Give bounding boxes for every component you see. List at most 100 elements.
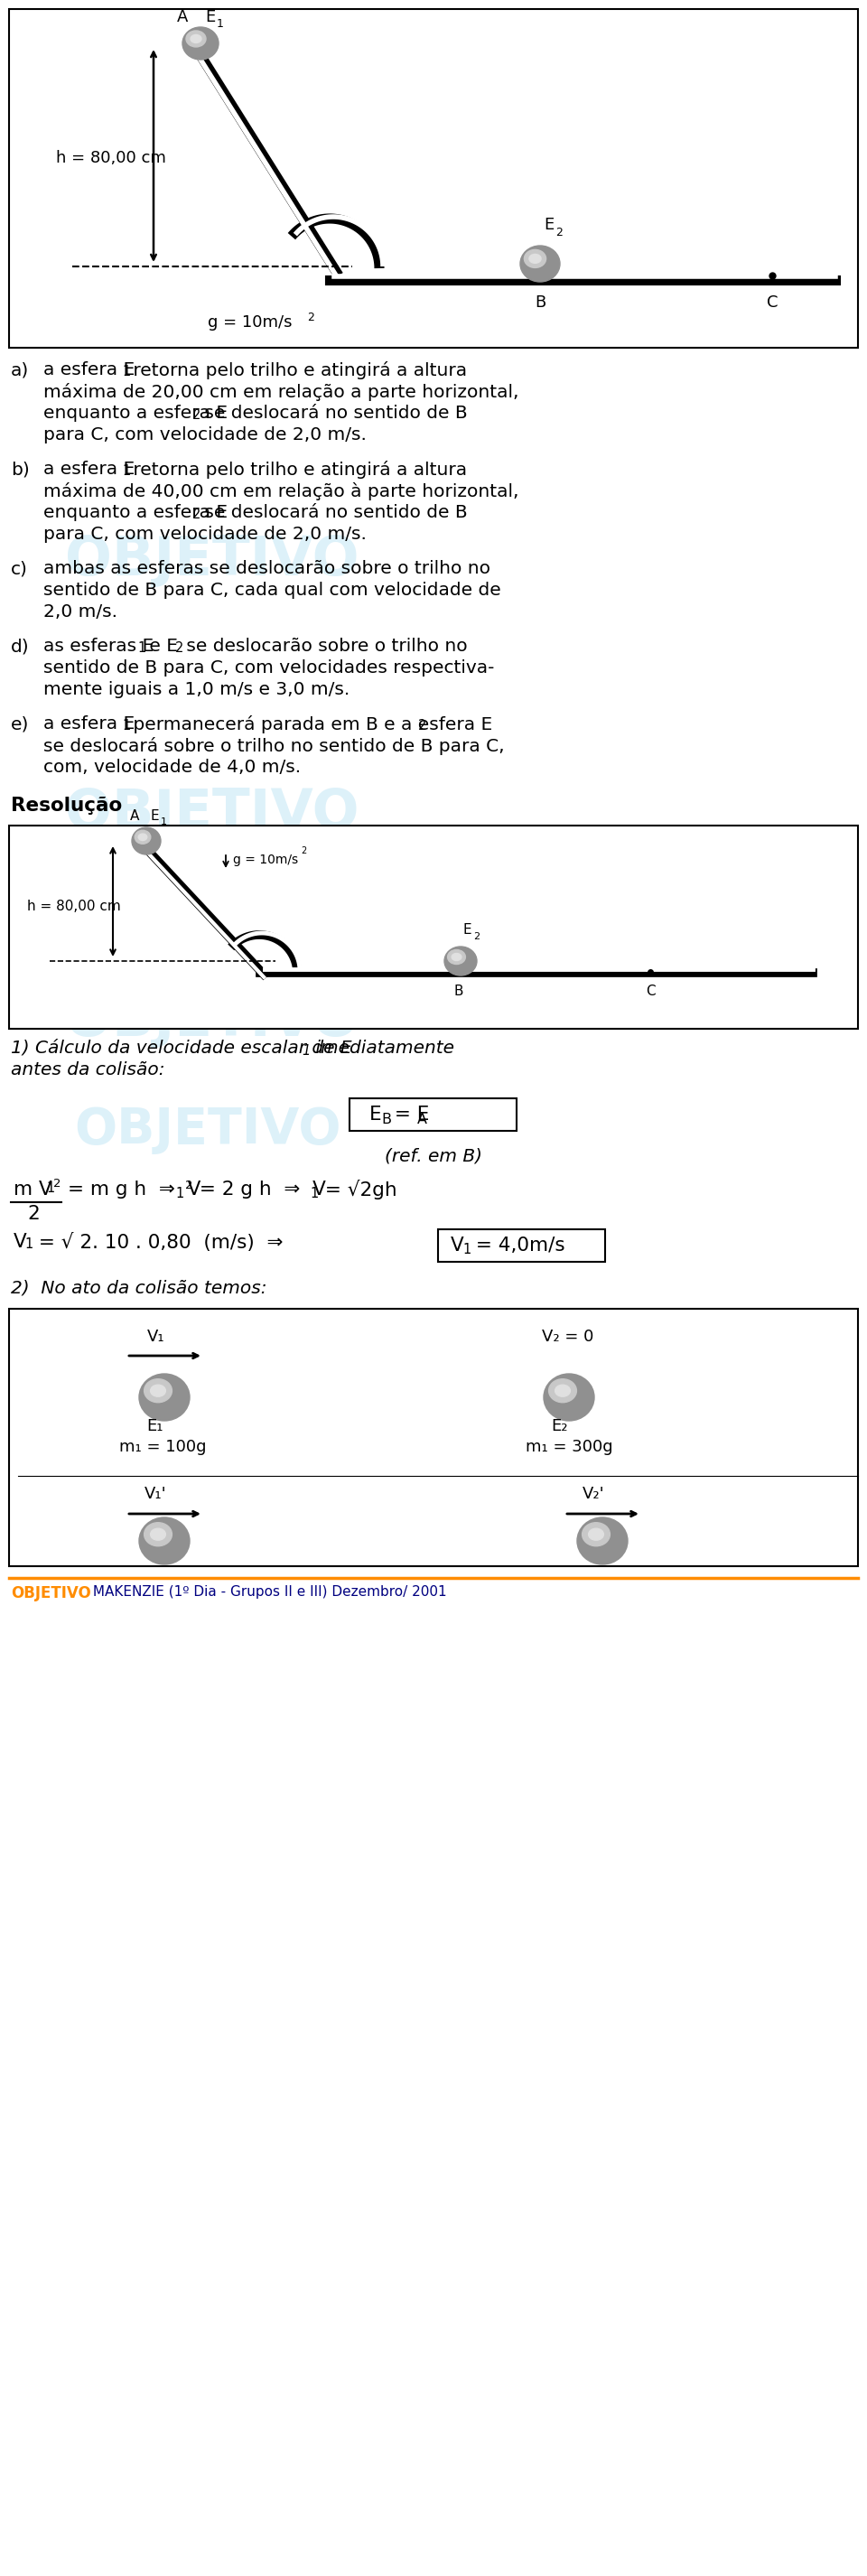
Ellipse shape xyxy=(577,1517,628,1564)
Text: e): e) xyxy=(10,716,29,732)
Ellipse shape xyxy=(520,245,560,281)
Bar xyxy=(9,824,858,1028)
Ellipse shape xyxy=(151,1528,166,1540)
Text: OBJETIVO: OBJETIVO xyxy=(480,1365,747,1414)
Text: 2: 2 xyxy=(301,848,306,855)
Text: para C, com velocidade de 2,0 m/s.: para C, com velocidade de 2,0 m/s. xyxy=(43,425,367,443)
Text: 1: 1 xyxy=(24,1236,33,1252)
Text: 2: 2 xyxy=(418,719,427,732)
Text: b): b) xyxy=(10,461,29,477)
Text: A: A xyxy=(417,1113,427,1126)
Text: 2: 2 xyxy=(307,312,314,325)
Ellipse shape xyxy=(134,829,151,845)
Text: C: C xyxy=(645,984,655,997)
Text: enquanto a esfera E: enquanto a esfera E xyxy=(43,505,228,520)
Text: = √2gh: = √2gh xyxy=(319,1180,397,1200)
Text: m₁ = 100g: m₁ = 100g xyxy=(120,1440,206,1455)
Text: A: A xyxy=(130,809,140,822)
Ellipse shape xyxy=(529,255,541,263)
Ellipse shape xyxy=(144,1378,172,1401)
Text: B: B xyxy=(381,1113,391,1126)
Text: = 4,0m/s: = 4,0m/s xyxy=(470,1236,565,1255)
Text: m V: m V xyxy=(14,1180,52,1198)
Ellipse shape xyxy=(151,1386,166,1396)
Text: E₂: E₂ xyxy=(551,1417,568,1435)
Ellipse shape xyxy=(582,1522,610,1546)
Text: C: C xyxy=(766,294,778,312)
Ellipse shape xyxy=(139,835,147,840)
Text: se deslocará sobre o trilho no sentido de B para C,: se deslocará sobre o trilho no sentido d… xyxy=(43,737,505,755)
Text: para C, com velocidade de 2,0 m/s.: para C, com velocidade de 2,0 m/s. xyxy=(43,526,367,544)
Text: a esfera E: a esfera E xyxy=(43,461,134,477)
Text: V₂ = 0: V₂ = 0 xyxy=(542,1329,594,1345)
Text: 1: 1 xyxy=(138,641,146,654)
Text: as esferas E: as esferas E xyxy=(43,639,153,654)
Ellipse shape xyxy=(132,827,160,855)
Text: permanecerá parada em B e a esfera E: permanecerá parada em B e a esfera E xyxy=(127,716,492,734)
Ellipse shape xyxy=(191,33,201,44)
Ellipse shape xyxy=(452,953,461,961)
Text: 2: 2 xyxy=(27,1206,40,1224)
Text: OBJETIVO: OBJETIVO xyxy=(38,1497,305,1546)
Ellipse shape xyxy=(182,28,218,59)
Text: g = 10m/s: g = 10m/s xyxy=(233,853,298,866)
Text: OBJETIVO: OBJETIVO xyxy=(75,902,341,951)
Text: 2,0 m/s.: 2,0 m/s. xyxy=(43,603,117,621)
Ellipse shape xyxy=(525,250,546,268)
Text: h = 80,00 cm: h = 80,00 cm xyxy=(27,899,121,914)
Ellipse shape xyxy=(186,31,206,46)
Text: c): c) xyxy=(10,559,28,577)
Text: E: E xyxy=(205,10,215,26)
Text: 1: 1 xyxy=(122,464,130,477)
Ellipse shape xyxy=(447,951,466,963)
Text: V: V xyxy=(14,1234,27,1252)
Text: máxima de 40,00 cm em relação à parte horizontal,: máxima de 40,00 cm em relação à parte ho… xyxy=(43,482,518,500)
Text: 1: 1 xyxy=(122,719,130,732)
Text: 2: 2 xyxy=(192,507,201,520)
Text: = m g h  ⇒  V: = m g h ⇒ V xyxy=(68,1180,201,1198)
Text: 1: 1 xyxy=(302,1043,310,1059)
Text: 2: 2 xyxy=(473,933,479,940)
Text: V₁: V₁ xyxy=(147,1329,165,1345)
Bar xyxy=(438,1229,605,1262)
Text: V: V xyxy=(451,1236,464,1255)
Text: = E: = E xyxy=(388,1105,429,1123)
Text: g = 10m/s: g = 10m/s xyxy=(208,314,292,330)
Text: h = 80,00 cm: h = 80,00 cm xyxy=(56,149,166,167)
Text: OBJETIVO: OBJETIVO xyxy=(75,1105,341,1154)
Text: E: E xyxy=(544,216,554,232)
Text: se deslocará no sentido de B: se deslocará no sentido de B xyxy=(199,505,467,520)
Text: retorna pelo trilho e atingirá a altura: retorna pelo trilho e atingirá a altura xyxy=(127,461,467,479)
Text: E: E xyxy=(369,1105,381,1123)
Ellipse shape xyxy=(139,1373,190,1422)
Text: E: E xyxy=(151,809,160,822)
Text: com, velocidade de 4,0 m/s.: com, velocidade de 4,0 m/s. xyxy=(43,760,301,775)
Text: V₂': V₂' xyxy=(583,1486,605,1502)
Ellipse shape xyxy=(139,1517,190,1564)
Text: = √ 2. 10 . 0,80  (m/s)  ⇒: = √ 2. 10 . 0,80 (m/s) ⇒ xyxy=(33,1234,284,1252)
Text: Resolução: Resolução xyxy=(10,796,122,814)
Ellipse shape xyxy=(544,1373,594,1422)
Text: 1: 1 xyxy=(310,1188,318,1200)
Text: OBJETIVO: OBJETIVO xyxy=(480,1497,747,1546)
Text: retorna pelo trilho e atingirá a altura: retorna pelo trilho e atingirá a altura xyxy=(127,361,467,379)
Text: ambas as esferas se deslocarão sobre o trilho no: ambas as esferas se deslocarão sobre o t… xyxy=(43,559,491,577)
Text: e E: e E xyxy=(143,639,178,654)
Text: OBJETIVO: OBJETIVO xyxy=(38,1365,305,1414)
Text: imediatamente: imediatamente xyxy=(310,1041,454,1056)
Text: B: B xyxy=(535,294,545,312)
Ellipse shape xyxy=(444,945,477,976)
Ellipse shape xyxy=(144,1522,172,1546)
Text: (ref. em B): (ref. em B) xyxy=(384,1146,482,1164)
Text: máxima de 20,00 cm em relação a parte horizontal,: máxima de 20,00 cm em relação a parte ho… xyxy=(43,384,518,402)
Text: 2: 2 xyxy=(556,227,563,240)
Text: 2: 2 xyxy=(192,407,201,422)
Text: OBJETIVO: OBJETIVO xyxy=(65,162,359,216)
Text: OBJETIVO: OBJETIVO xyxy=(65,533,359,587)
Ellipse shape xyxy=(555,1386,570,1396)
Text: OBJETIVO: OBJETIVO xyxy=(65,994,359,1048)
Text: E: E xyxy=(463,922,472,938)
Text: sentido de B para C, com velocidades respectiva-: sentido de B para C, com velocidades res… xyxy=(43,659,494,677)
Ellipse shape xyxy=(589,1528,603,1540)
Text: mente iguais a 1,0 m/s e 3,0 m/s.: mente iguais a 1,0 m/s e 3,0 m/s. xyxy=(43,680,349,698)
